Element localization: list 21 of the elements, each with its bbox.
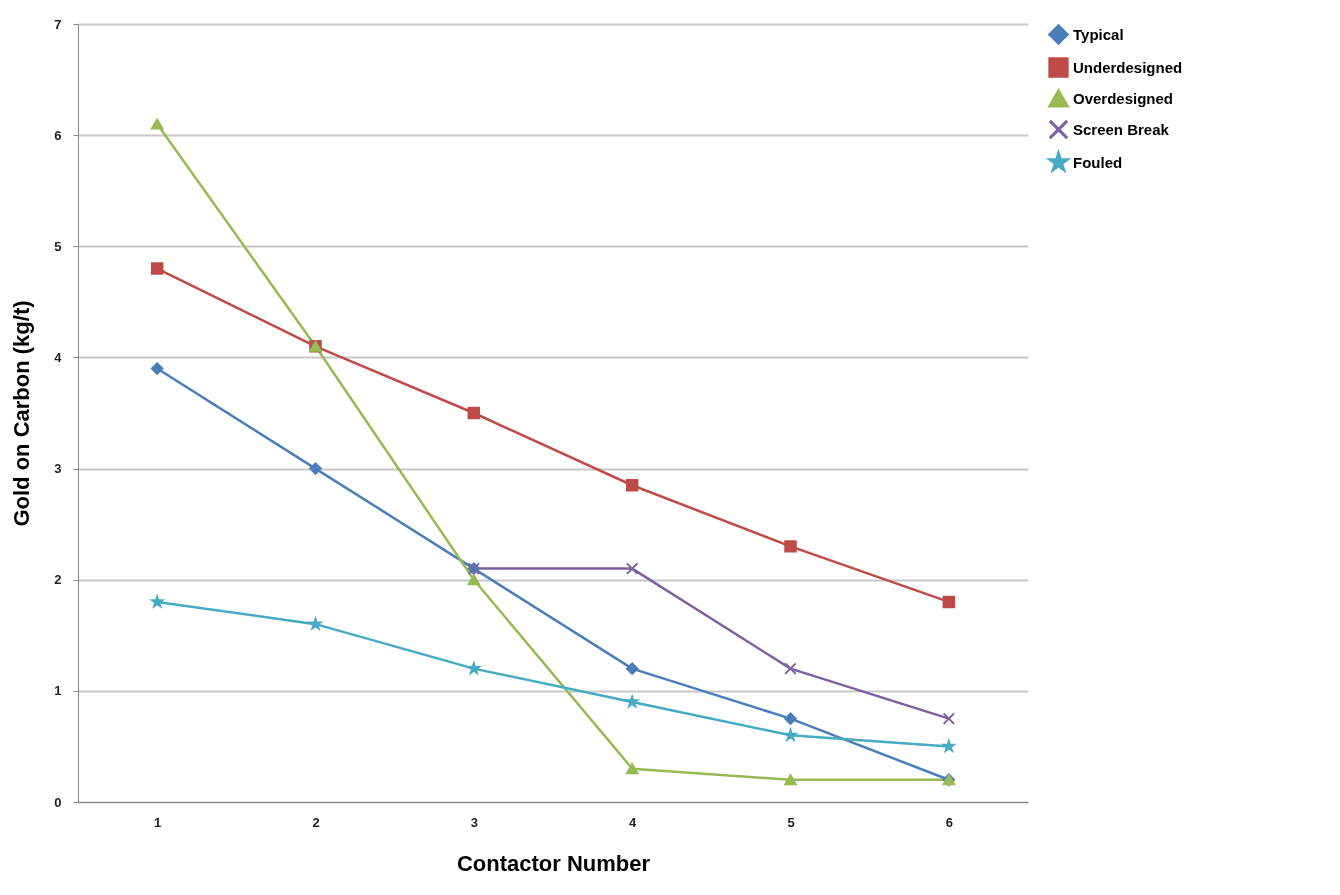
x-tick-label: 3: [470, 814, 478, 830]
y-tick-label: 6: [54, 127, 62, 143]
y-tick-label: 4: [54, 349, 63, 365]
legend-label: Typical: [1073, 25, 1124, 43]
x-tick-label: 4: [629, 814, 638, 830]
y-axis-title: Gold on Carbon (kg/t): [9, 300, 35, 527]
y-tick-label: 7: [54, 16, 62, 32]
legend-label: Underdesigned: [1073, 58, 1183, 76]
x-axis-title: Contactor Number: [456, 850, 651, 876]
legend-label: Screen Break: [1073, 120, 1170, 138]
y-tick-label: 1: [54, 683, 62, 699]
x-tick-label: 2: [312, 814, 320, 830]
x-tick-label: 5: [787, 814, 795, 830]
x-tick-label: 1: [154, 814, 162, 830]
x-tick-label: 6: [945, 814, 953, 830]
y-tick-label: 5: [54, 238, 62, 254]
legend-label: Overdesigned: [1073, 89, 1174, 107]
y-tick-label: 2: [54, 572, 62, 588]
y-tick-label: 3: [54, 461, 62, 477]
legend-label: Fouled: [1073, 153, 1123, 171]
y-tick-label: 0: [54, 794, 62, 810]
